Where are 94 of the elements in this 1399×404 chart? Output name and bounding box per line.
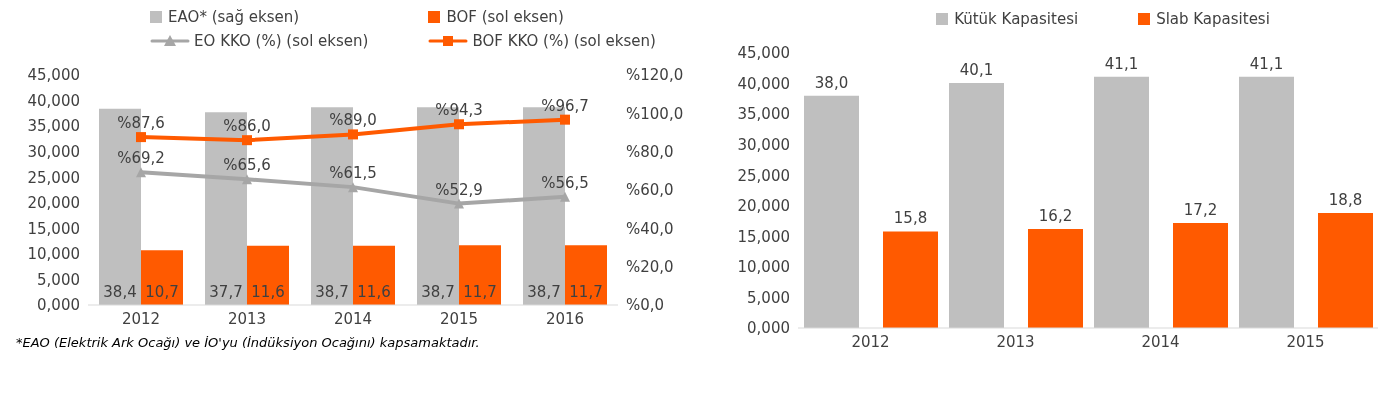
data-label: %94,3 [435, 101, 483, 120]
x-tick-label: 2015 [1286, 332, 1325, 351]
y-tick-label: 35,000 [737, 105, 790, 124]
x-tick-label: 2012 [121, 309, 161, 328]
y2-tick-label: %40,0 [626, 219, 674, 238]
legend-label: EAO* (sağ eksen) [168, 8, 300, 26]
point [454, 119, 464, 130]
data-label: %61,5 [329, 164, 377, 183]
y2-tick-label: %60,0 [626, 181, 674, 200]
legend-label: BOF KKO (%) (sol eksen) [472, 32, 656, 50]
data-label: 38,4 [103, 283, 137, 301]
data-label: 41,1 [1249, 54, 1284, 73]
y-tick-label: 0,000 [747, 319, 790, 338]
legend-label: Slab Kapasitesi [1156, 10, 1270, 28]
data-label: 10,7 [145, 283, 179, 301]
legend-label: BOF (sol eksen) [446, 8, 564, 26]
point [242, 135, 252, 146]
x-tick-label: 2014 [333, 309, 373, 328]
y-tick-label: 5,000 [747, 288, 790, 307]
y-tick-label: 10,000 [27, 245, 80, 264]
data-label: 11,6 [357, 283, 391, 301]
x-tick-label: 2015 [439, 309, 479, 328]
point [136, 132, 146, 143]
y-tick-label: 40,000 [737, 74, 790, 93]
y-tick-label: 20,000 [27, 194, 80, 213]
bar [565, 245, 607, 305]
y-tick-label: 45,000 [737, 44, 790, 63]
text: *EAO (Elektrik Ark Ocağı) ve İO'yu (İndüksiyon Ocağını) kapsamaktadır. [16, 335, 481, 350]
point [560, 191, 570, 202]
data-label: 18,8 [1328, 191, 1363, 210]
data-label: 17,2 [1183, 200, 1218, 219]
data-label: 41,1 [1104, 54, 1139, 73]
bar [459, 245, 501, 305]
y-tick-label: 15,000 [737, 227, 790, 246]
data-label: %87,6 [117, 114, 165, 133]
y2-tick-label: %20,0 [626, 257, 674, 276]
point [136, 167, 146, 178]
bar [141, 250, 183, 305]
bar [1094, 76, 1149, 328]
x-tick-label: 2013 [227, 309, 267, 328]
data-label: %56,5 [541, 173, 589, 192]
bar [1028, 229, 1083, 328]
bar [883, 231, 938, 328]
y-tick-label: 25,000 [737, 166, 790, 185]
point [242, 174, 252, 185]
x-tick-label: 2016 [545, 309, 585, 328]
bar [1173, 222, 1228, 328]
data-label: 11,6 [251, 283, 285, 301]
point [348, 129, 358, 140]
x-tick-label: 2013 [996, 332, 1035, 351]
bar [1318, 213, 1373, 328]
bar [353, 245, 395, 305]
y-tick-label: 35,000 [27, 117, 80, 136]
data-label: 37,7 [209, 283, 243, 301]
y2-tick-label: %120,0 [626, 66, 684, 85]
y2-tick-label: %0,0 [626, 296, 665, 315]
data-label: 11,7 [463, 283, 497, 301]
data-label: %69,2 [117, 149, 165, 168]
legend-label: Kütük Kapasitesi [954, 10, 1079, 28]
data-label: %52,9 [435, 180, 483, 199]
y2-tick-label: %80,0 [626, 142, 674, 161]
data-label: 16,2 [1038, 207, 1073, 225]
bar [1239, 76, 1294, 328]
point [454, 198, 464, 209]
y-tick-label: 45,000 [27, 66, 80, 85]
data-label: 38,7 [421, 283, 455, 301]
y-tick-label: 30,000 [27, 142, 80, 161]
y-tick-label: 15,000 [27, 219, 80, 238]
y-tick-label: 40,000 [27, 91, 80, 110]
point [348, 182, 358, 193]
data-label: 38,0 [814, 73, 849, 92]
point [560, 114, 570, 125]
data-label: %86,0 [223, 117, 271, 136]
bar [949, 82, 1004, 328]
legend-label: EO KKO (%) (sol eksen) [194, 32, 369, 50]
y-tick-label: 30,000 [737, 135, 790, 154]
bar [804, 95, 859, 328]
data-label: 11,7 [569, 283, 603, 301]
x-tick-label: 2012 [851, 332, 890, 351]
x-tick-label: 2014 [1141, 332, 1180, 351]
data-label: 38,7 [315, 283, 349, 301]
y-tick-label: 20,000 [737, 197, 790, 216]
y-tick-label: 10,000 [737, 258, 790, 277]
data-label: 40,1 [959, 60, 994, 79]
y2-tick-label: %100,0 [626, 104, 684, 123]
data-label: 15,8 [893, 209, 928, 228]
y-tick-label: 0,000 [37, 296, 80, 315]
y-tick-label: 25,000 [27, 168, 80, 187]
data-label: %65,6 [223, 156, 271, 175]
data-label: %96,7 [541, 96, 589, 115]
bar [247, 245, 289, 305]
data-label: 38,7 [527, 283, 561, 301]
y-tick-label: 5,000 [37, 270, 80, 289]
data-label: %89,0 [329, 111, 377, 130]
